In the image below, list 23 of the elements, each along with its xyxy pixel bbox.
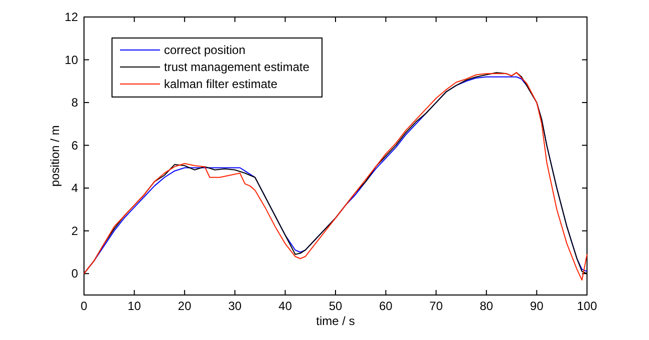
y-tick-label: 8	[71, 96, 78, 110]
y-tick-label: 4	[71, 181, 78, 196]
y-tick-label: 2	[71, 224, 78, 238]
x-tick-label: 50	[328, 299, 342, 313]
x-tick-label: 70	[429, 299, 444, 313]
x-tick-label: 80	[480, 299, 494, 313]
x-tick-label: 90	[530, 299, 544, 313]
x-tick-label: 0	[80, 299, 88, 313]
legend-label: kalman filter estimate	[164, 77, 278, 91]
y-axis-title: position / m	[48, 125, 62, 187]
x-tick-label: 100	[576, 299, 598, 313]
x-tick-label: 30	[228, 299, 242, 313]
legend-label: trust management estimate	[164, 60, 310, 74]
x-tick-label: 20	[178, 299, 192, 313]
x-tick-label: 10	[128, 299, 142, 313]
y-tick-label: 10	[64, 52, 78, 67]
x-axis-title: time / s	[316, 314, 355, 328]
y-tick-label: 6	[71, 138, 78, 152]
legend-label: correct position	[164, 43, 246, 57]
x-tick-label: 40	[278, 299, 292, 313]
x-tick-label: 60	[379, 299, 393, 313]
y-tick-label: 12	[64, 10, 78, 24]
y-tick-label: 0	[71, 266, 78, 281]
